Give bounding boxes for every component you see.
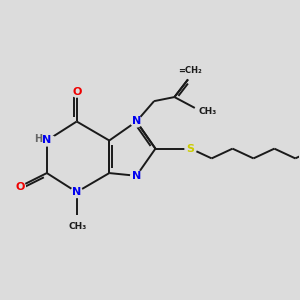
Ellipse shape — [37, 135, 56, 146]
Ellipse shape — [71, 187, 82, 197]
Text: N: N — [42, 136, 52, 146]
Ellipse shape — [131, 170, 142, 181]
Text: N: N — [132, 116, 141, 127]
Text: N: N — [72, 187, 81, 197]
Ellipse shape — [71, 86, 82, 97]
Text: S: S — [187, 144, 195, 154]
Ellipse shape — [131, 116, 142, 127]
Text: CH₃: CH₃ — [69, 222, 87, 231]
Text: N: N — [132, 171, 141, 181]
Text: H: H — [34, 134, 42, 144]
Text: =CH₂: =CH₂ — [178, 66, 202, 75]
Text: O: O — [72, 87, 81, 97]
Ellipse shape — [185, 143, 196, 154]
Text: O: O — [15, 182, 24, 192]
Ellipse shape — [14, 181, 26, 192]
Text: CH₃: CH₃ — [199, 107, 217, 116]
